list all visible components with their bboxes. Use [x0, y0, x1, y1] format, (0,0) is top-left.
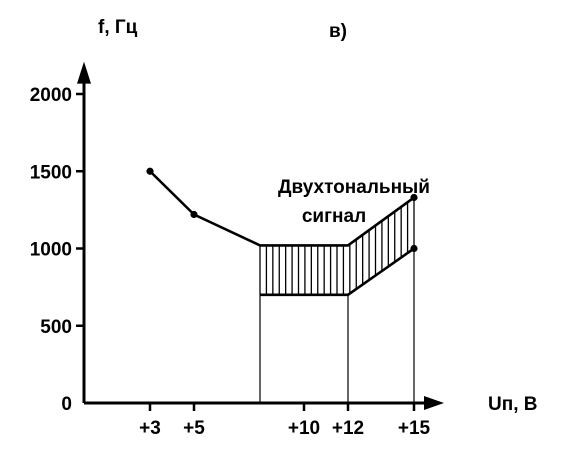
y-tick-label: 2000 [30, 85, 72, 106]
annotation-line-2: сигнал [302, 206, 366, 227]
panel-label: в) [329, 21, 347, 42]
x-tick-label: +10 [288, 418, 320, 439]
x-axis-label: Uп, В [488, 394, 537, 415]
y-axis-label: f, Гц [98, 17, 138, 38]
y-tick-label: 500 [40, 317, 72, 338]
series-line-two-tone-lower [260, 247, 415, 297]
series-marker-single-tone [190, 210, 198, 219]
axes [76, 61, 444, 411]
x-tick-label: +12 [332, 418, 364, 439]
y-tick-label: 1500 [30, 162, 72, 183]
y-tick-label: 0 [61, 394, 72, 415]
x-tick-label: +3 [139, 418, 161, 439]
labels-group: 0 500 1000 1500 2000 +3 +5 +10 +12 +15 f, Гц Uп, В в… [30, 17, 538, 439]
series-group [146, 167, 418, 297]
series-line-two-tone-upper [260, 196, 415, 247]
series-marker-two-tone-upper [410, 193, 418, 202]
y-axis-arrow [77, 61, 91, 84]
y-tick-label: 1000 [30, 240, 72, 261]
x-tick-label: +5 [183, 418, 205, 439]
x-axis-arrow [424, 396, 444, 410]
series-marker-single-tone [146, 167, 154, 175]
x-tick-label: +15 [398, 418, 431, 439]
series-line-single-tone [149, 170, 261, 247]
annotation-line-1: Двухтональный [278, 177, 430, 198]
series-marker-two-tone-lower [410, 244, 418, 253]
two-tone-band [259, 197, 415, 403]
